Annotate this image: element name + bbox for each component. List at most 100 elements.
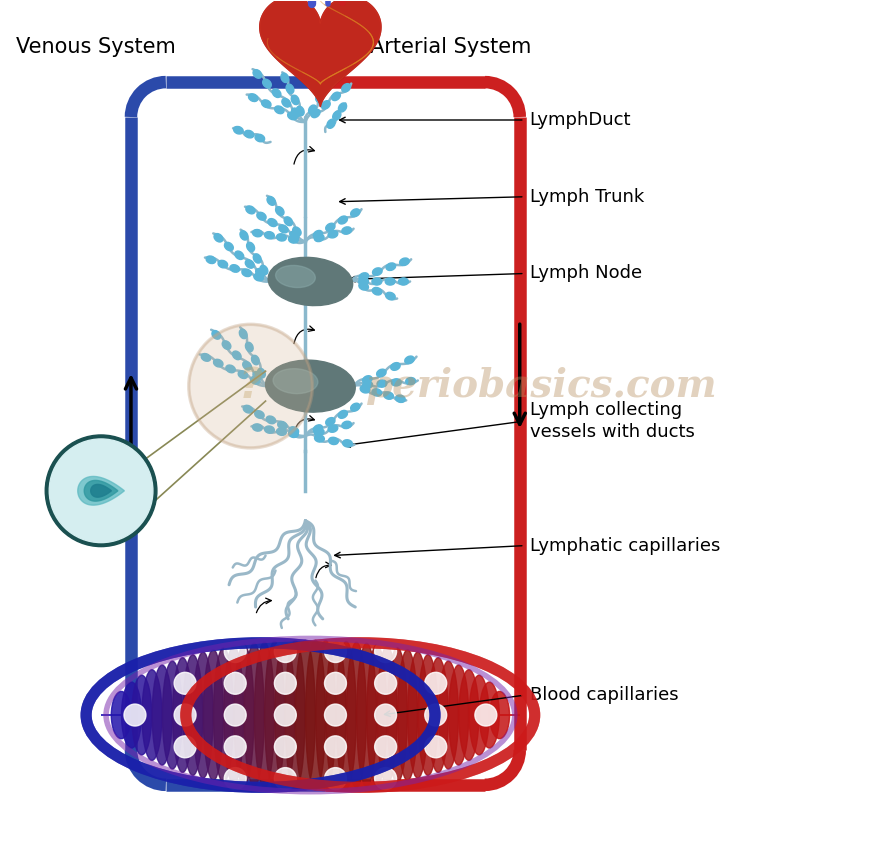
Ellipse shape <box>275 266 316 288</box>
Ellipse shape <box>372 288 381 295</box>
Ellipse shape <box>398 278 409 285</box>
Ellipse shape <box>173 658 193 773</box>
Ellipse shape <box>328 231 338 238</box>
Ellipse shape <box>316 93 324 102</box>
Ellipse shape <box>255 134 265 142</box>
Text: Lymphatic capillaries: Lymphatic capillaries <box>530 537 720 555</box>
Ellipse shape <box>311 109 320 117</box>
Ellipse shape <box>346 643 367 788</box>
Ellipse shape <box>286 84 294 94</box>
Ellipse shape <box>323 80 331 89</box>
Ellipse shape <box>405 356 414 363</box>
Circle shape <box>374 768 396 790</box>
Ellipse shape <box>273 368 317 394</box>
Ellipse shape <box>153 665 172 765</box>
Circle shape <box>374 672 396 694</box>
Ellipse shape <box>246 243 254 252</box>
Ellipse shape <box>372 389 381 396</box>
Ellipse shape <box>342 227 352 234</box>
Ellipse shape <box>246 342 253 351</box>
Ellipse shape <box>252 356 260 365</box>
Polygon shape <box>78 477 125 505</box>
Ellipse shape <box>313 425 323 433</box>
Ellipse shape <box>218 260 228 268</box>
Circle shape <box>225 736 246 757</box>
Circle shape <box>424 736 446 757</box>
Ellipse shape <box>212 330 221 340</box>
Ellipse shape <box>233 127 243 134</box>
Ellipse shape <box>377 646 397 784</box>
Ellipse shape <box>245 130 254 138</box>
Ellipse shape <box>359 278 368 285</box>
Ellipse shape <box>235 251 244 260</box>
Ellipse shape <box>309 105 317 114</box>
Ellipse shape <box>288 112 297 120</box>
Ellipse shape <box>314 429 324 436</box>
Ellipse shape <box>296 640 315 790</box>
Ellipse shape <box>363 381 373 388</box>
Ellipse shape <box>246 260 254 268</box>
Circle shape <box>374 704 396 726</box>
Ellipse shape <box>275 207 284 215</box>
Ellipse shape <box>377 380 387 387</box>
Ellipse shape <box>418 654 438 775</box>
Ellipse shape <box>376 369 386 377</box>
Ellipse shape <box>291 95 299 105</box>
Ellipse shape <box>289 236 298 243</box>
Circle shape <box>175 672 196 694</box>
Ellipse shape <box>293 227 301 236</box>
Ellipse shape <box>226 365 235 373</box>
Ellipse shape <box>459 670 479 761</box>
Ellipse shape <box>213 359 223 367</box>
Circle shape <box>374 736 396 757</box>
Circle shape <box>46 435 157 546</box>
Ellipse shape <box>291 108 300 117</box>
Ellipse shape <box>256 269 265 277</box>
Circle shape <box>374 641 396 662</box>
Text: Lymph Node: Lymph Node <box>530 265 642 283</box>
Ellipse shape <box>428 658 448 773</box>
Ellipse shape <box>449 665 468 765</box>
Circle shape <box>275 672 296 694</box>
Ellipse shape <box>289 431 298 437</box>
Ellipse shape <box>336 642 356 789</box>
Ellipse shape <box>388 648 407 782</box>
Ellipse shape <box>359 273 368 280</box>
Ellipse shape <box>372 278 381 285</box>
Ellipse shape <box>183 654 203 775</box>
Ellipse shape <box>327 119 335 129</box>
Circle shape <box>424 704 446 726</box>
Ellipse shape <box>254 411 264 419</box>
Ellipse shape <box>296 106 304 116</box>
Circle shape <box>324 672 346 694</box>
Ellipse shape <box>342 421 352 429</box>
Ellipse shape <box>253 254 261 263</box>
Circle shape <box>324 704 346 726</box>
Ellipse shape <box>265 231 275 239</box>
Circle shape <box>275 704 296 726</box>
Ellipse shape <box>224 646 244 784</box>
Ellipse shape <box>315 435 324 442</box>
Ellipse shape <box>111 691 132 739</box>
Ellipse shape <box>261 100 271 107</box>
Ellipse shape <box>316 641 336 790</box>
Ellipse shape <box>373 268 382 276</box>
Ellipse shape <box>213 648 233 782</box>
Ellipse shape <box>262 79 271 88</box>
Ellipse shape <box>339 410 347 419</box>
Ellipse shape <box>332 92 340 100</box>
Ellipse shape <box>342 83 351 92</box>
Text: Blood capillaries: Blood capillaries <box>530 686 678 704</box>
Ellipse shape <box>253 424 262 431</box>
Ellipse shape <box>267 416 275 424</box>
Circle shape <box>324 736 346 757</box>
Circle shape <box>124 704 146 726</box>
Circle shape <box>474 704 496 726</box>
Ellipse shape <box>272 89 281 98</box>
Ellipse shape <box>258 368 266 378</box>
Ellipse shape <box>282 99 290 107</box>
Ellipse shape <box>385 278 395 285</box>
Ellipse shape <box>162 661 182 769</box>
Ellipse shape <box>332 111 341 120</box>
Ellipse shape <box>265 426 275 433</box>
